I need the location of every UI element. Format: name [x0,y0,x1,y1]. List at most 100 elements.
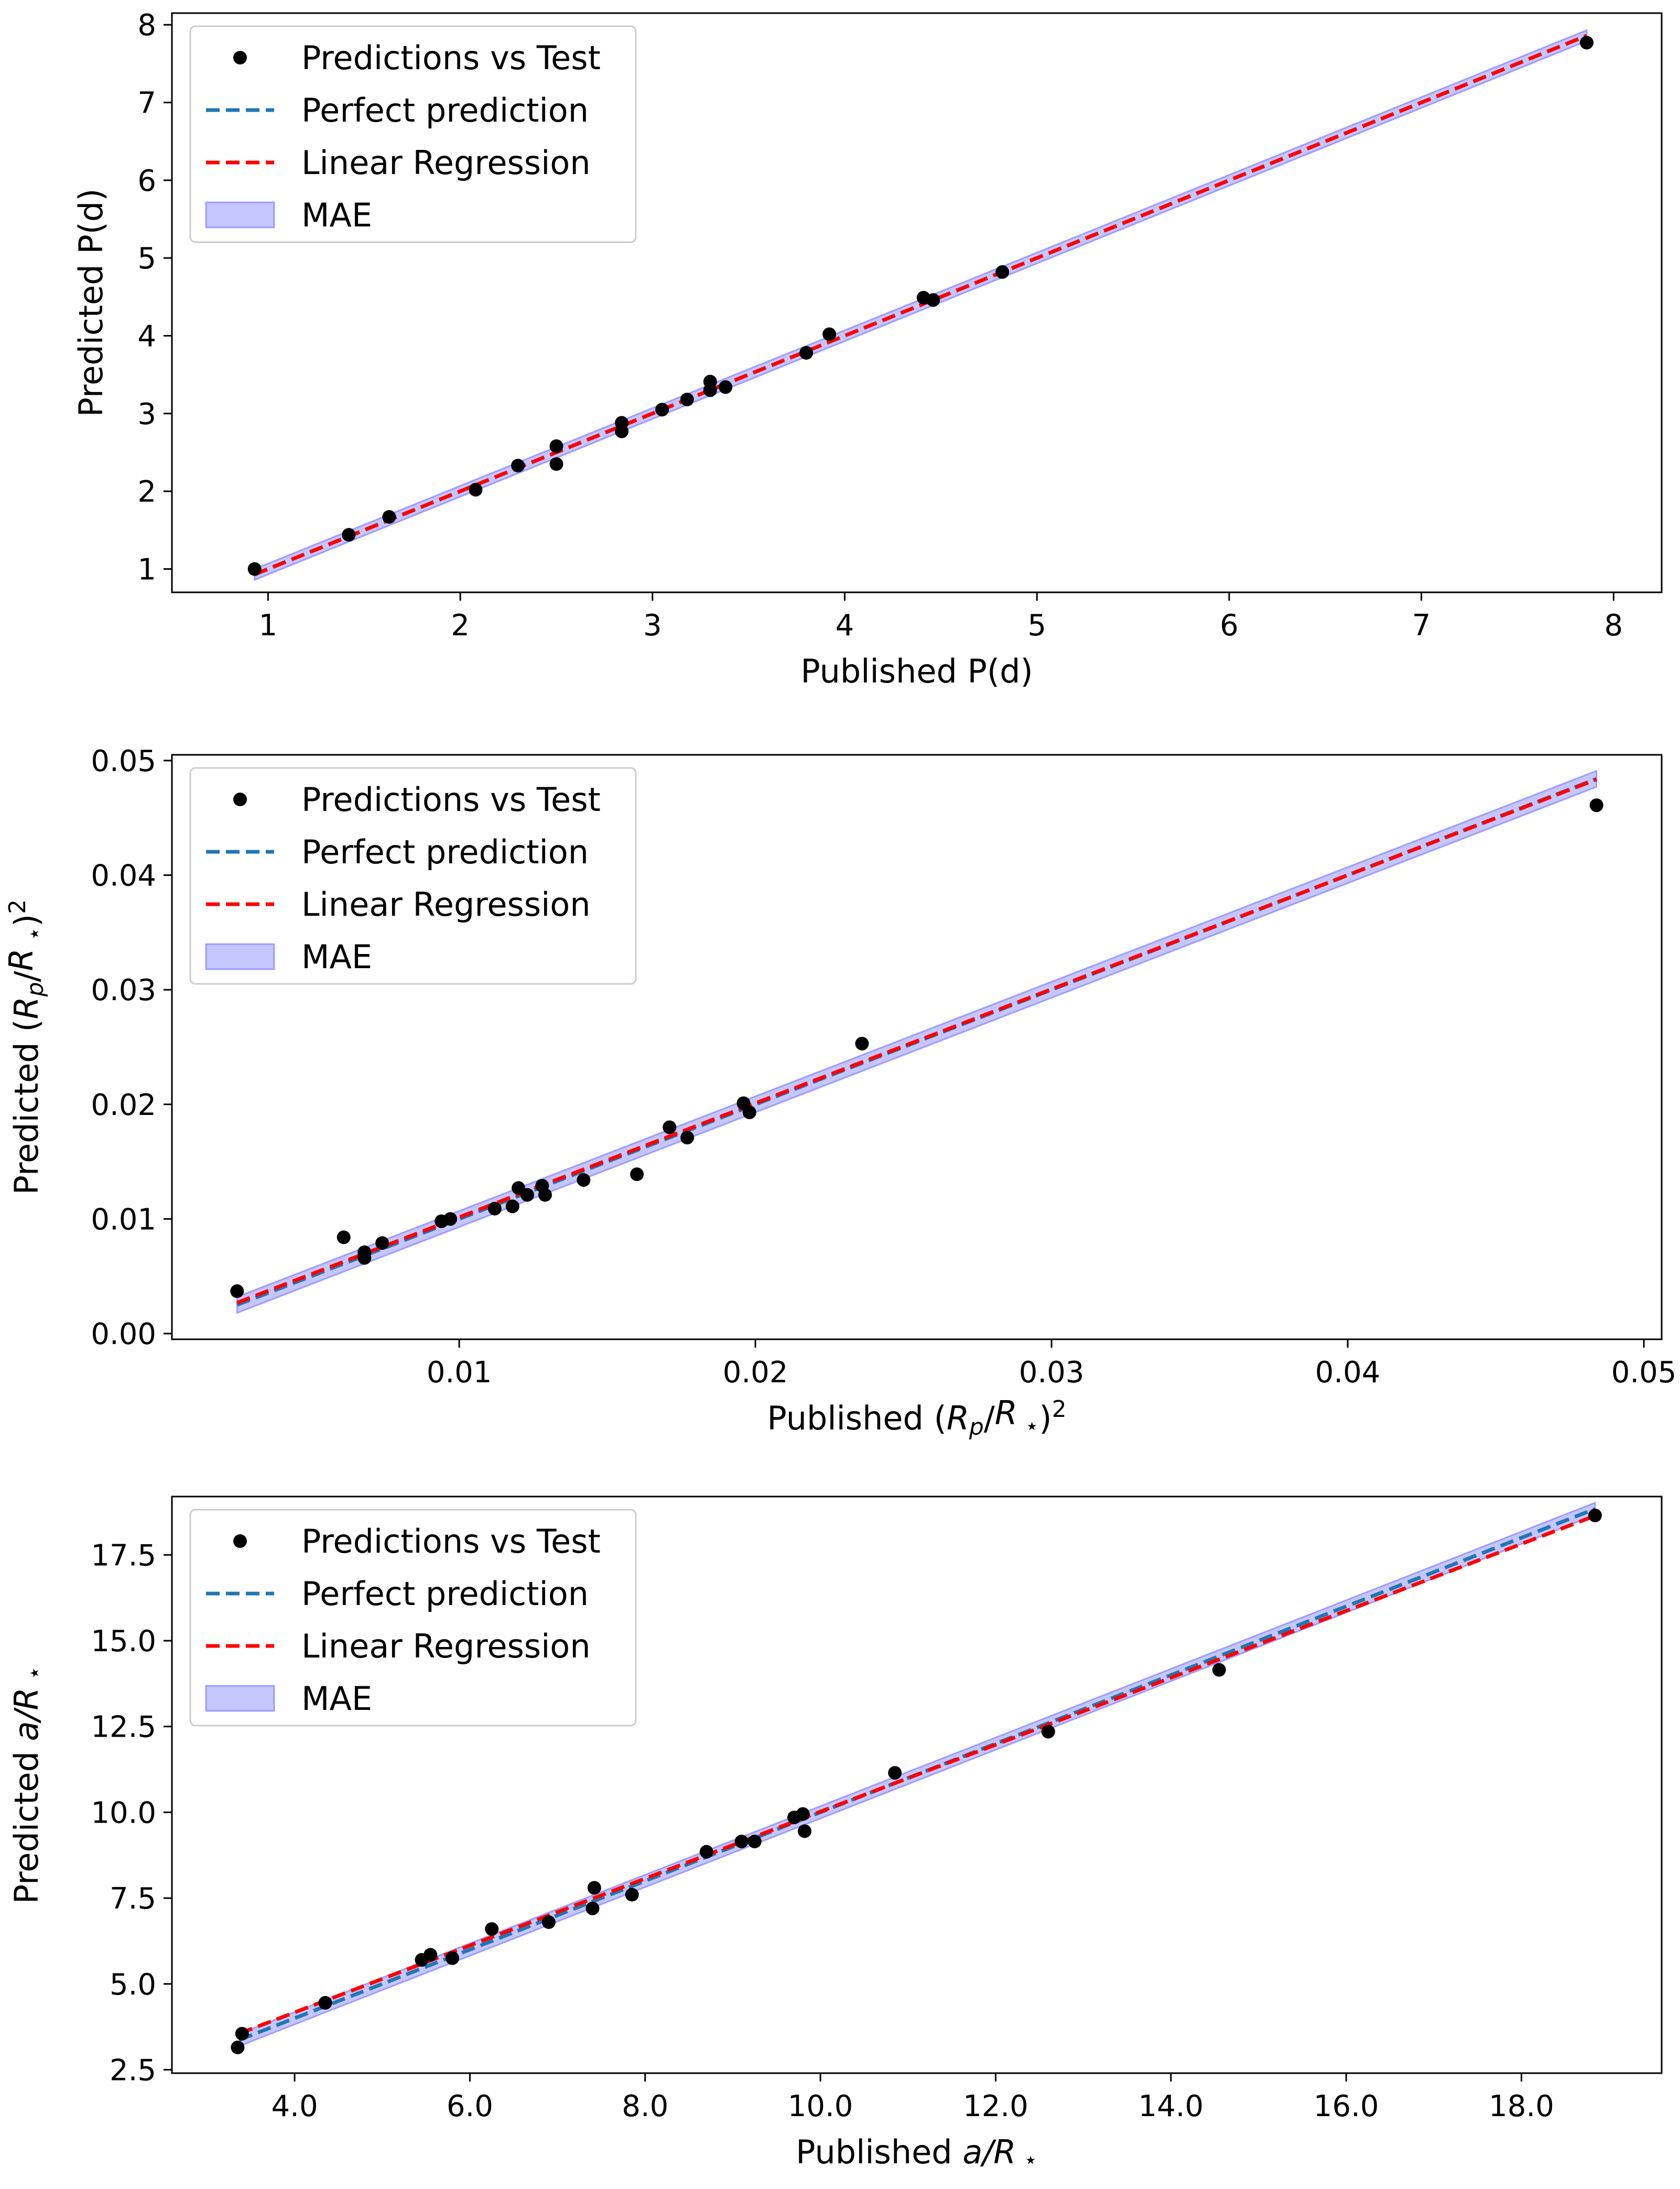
x-tick-label: 0.02 [723,1356,788,1390]
legend-point-marker [233,1534,247,1548]
data-point [995,265,1010,279]
y-tick-label: 0.01 [91,1202,156,1237]
x-tick-label: 1 [259,609,278,643]
data-point [469,483,483,497]
y-tick-label: 5.0 [110,1968,156,2002]
legend: Predictions vs Test Perfect prediction Lin… [189,767,637,985]
x-tick-label: 6.0 [447,2089,493,2123]
x-tick-label: 18.0 [1489,2089,1554,2123]
legend-mae-label: MAE [301,196,372,234]
legend-predictions-label: Predictions vs Test [301,781,601,819]
data-point [888,1766,902,1780]
x-tick-label: 0.01 [427,1356,492,1390]
legend-mae-swatch [205,943,275,970]
data-point [655,403,669,417]
y-axis-label: Predicted P(d) [72,189,110,417]
y-tick-label: 8 [137,8,156,42]
legend-box [189,1509,637,1727]
data-point [541,1915,556,1929]
linear-regression-line [236,777,1597,1305]
y-tick-label: 5 [137,242,156,276]
semi-major-axis-plot-panel: 4.0 6.0 8.0 10.0 12.0 14.0 16.0 18.0 2.5 5.0 7.5 10… [7,1496,1663,2173]
axes-frame [171,12,1663,593]
y-tick-label: 2.5 [110,2053,156,2087]
legend-mae-label: MAE [301,1679,372,1718]
legend-mae-swatch [205,1685,275,1712]
data-point [485,1922,499,1936]
data-point [231,2040,245,2054]
legend-perfect-prediction-label: Perfect prediction [301,91,589,129]
y-tick-label: 3 [137,397,156,431]
data-point [487,1201,502,1216]
x-tick-label: 7 [1412,609,1431,643]
x-tick-label: 0.05 [1611,1356,1677,1390]
data-point [1579,36,1594,50]
data-point [586,1901,600,1915]
data-point [375,1236,389,1250]
legend: Predictions vs Test Perfect prediction Lin… [189,25,637,243]
y-tick-label: 15.0 [91,1624,156,1659]
period-plot-panel: 1 2 3 4 5 6 7 8 1 2 3 4 5 6 7 8 Published P(d) Predicted … [72,8,1663,690]
x-tick-label: 2 [451,609,470,643]
data-point [798,1824,812,1838]
data-point [382,510,396,524]
radius-ratio-plot-panel: 0.01 0.02 0.03 0.04 0.05 0.00 0.01 0.02 0.03 0.04… [2,744,1676,1440]
axes-frame [171,754,1663,1340]
plot-area [230,770,1603,1314]
legend-box [189,25,637,243]
data-point [235,2027,249,2041]
data-point [538,1188,552,1202]
x-tick-label: 16.0 [1314,2089,1379,2123]
data-point [625,1888,639,1902]
legend-linear-regression-label: Linear Regression [301,1627,591,1665]
legend-predictions-label: Predictions vs Test [301,1522,601,1561]
y-tick-label: 0.05 [91,744,156,778]
legend-predictions-label: Predictions vs Test [301,39,601,77]
x-tick-label: 14.0 [1138,2089,1204,2123]
data-point [357,1245,372,1259]
data-point [1588,1509,1602,1523]
x-tick-label: 12.0 [963,2089,1028,2123]
y-tick-label: 1 [137,553,156,587]
data-point [719,380,733,394]
plot-area [231,1501,1602,2054]
data-point [521,1188,535,1202]
data-point [742,1106,756,1120]
data-point [424,1948,438,1962]
y-tick-label: 12.5 [91,1710,156,1744]
data-point [926,293,940,307]
data-point [680,393,694,407]
y-tick-label: 0.02 [91,1088,156,1122]
data-point [445,1951,459,1965]
x-axis-label: Published a/R ⋆ [796,2133,1038,2173]
data-point [318,1996,332,2010]
y-tick-label: 0.03 [91,973,156,1007]
linear-regression-line [239,1514,1596,2035]
y-tick-label: 0.04 [91,859,156,893]
x-tick-label: 6 [1220,609,1239,643]
data-point [699,1845,713,1859]
x-tick-label: 0.03 [1019,1356,1085,1390]
data-point [1041,1725,1055,1739]
data-point [663,1120,677,1134]
legend-linear-regression-label: Linear Regression [301,144,591,182]
data-point [505,1199,519,1213]
data-point [1212,1663,1226,1677]
data-point [615,416,629,430]
legend-point-marker [233,51,247,64]
axes-frame [171,1496,1663,2074]
data-point [1589,798,1603,812]
data-point [703,383,717,397]
y-tick-label: 4 [137,320,156,354]
y-tick-label: 7.5 [110,1882,156,1916]
y-axis-label: Predicted a/R ⋆ [7,1666,48,1904]
data-point [549,439,563,453]
x-tick-label: 8 [1605,609,1623,643]
y-axis-label: Predicted (Rp/R ⋆)2 [2,900,49,1195]
x-tick-label: 0.04 [1315,1356,1381,1390]
x-tick-label: 8.0 [622,2089,668,2123]
data-point [630,1167,644,1182]
data-point [230,1284,244,1298]
plot-area [247,29,1594,581]
y-tick-label: 7 [137,86,156,121]
